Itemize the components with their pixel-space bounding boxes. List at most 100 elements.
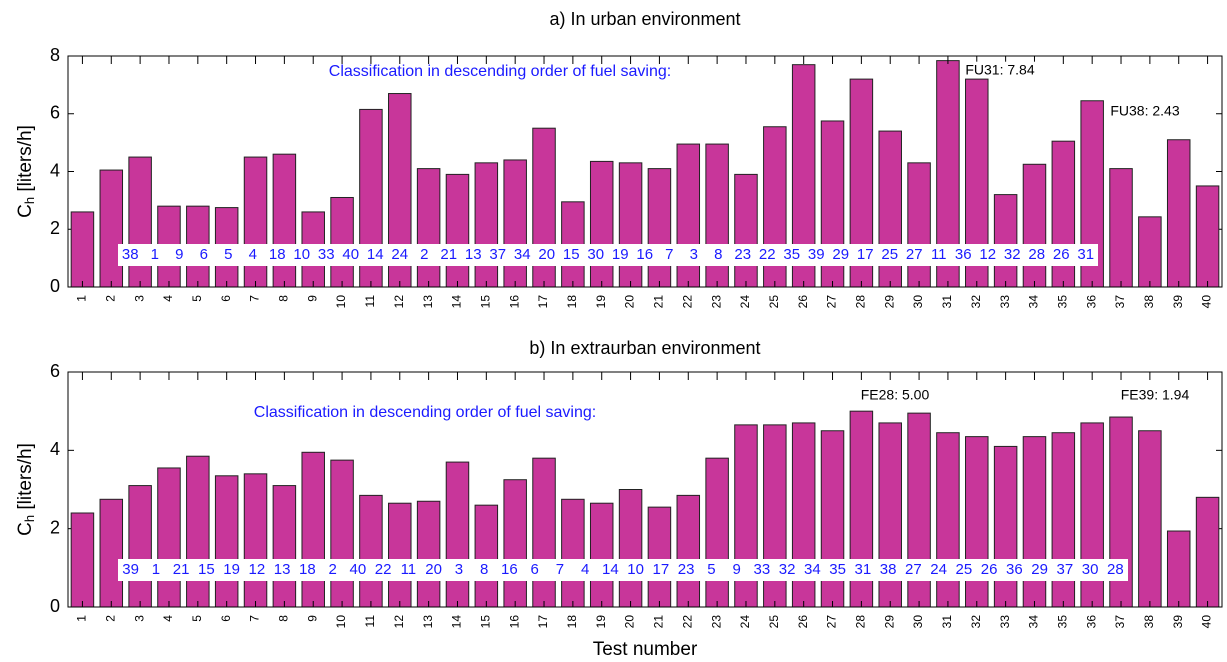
x-tick-label: 31 bbox=[940, 295, 954, 309]
ranking-item: 2 bbox=[328, 561, 336, 578]
x-tick-label: 25 bbox=[767, 615, 781, 629]
x-tick-label: 35 bbox=[1055, 295, 1069, 309]
ranking-item: 31 bbox=[855, 561, 872, 578]
bar bbox=[445, 461, 470, 608]
x-tick-label: 30 bbox=[911, 295, 925, 309]
ranking-item: 4 bbox=[249, 246, 257, 263]
ranking-item: 10 bbox=[627, 561, 644, 578]
ranking-box bbox=[118, 244, 1098, 266]
y-tick-label: 2 bbox=[50, 218, 60, 238]
x-tick-label: 1 bbox=[75, 295, 89, 302]
y-tick-label: 8 bbox=[50, 45, 60, 65]
x-tick-label: 23 bbox=[709, 295, 723, 309]
ranking-item: 8 bbox=[480, 561, 488, 578]
ranking-item: 14 bbox=[367, 246, 384, 263]
ranking-item: 33 bbox=[318, 246, 335, 263]
ranking-item: 2 bbox=[420, 246, 428, 263]
ranking-item: 27 bbox=[905, 561, 922, 578]
ranking-item: 23 bbox=[734, 246, 751, 263]
bar bbox=[993, 194, 1018, 288]
x-tick-label: 24 bbox=[738, 615, 752, 629]
annotation: FU31: 7.84 bbox=[965, 62, 1034, 78]
x-tick-label: 27 bbox=[825, 295, 839, 309]
x-tick-label: 18 bbox=[565, 295, 579, 309]
ranking-item: 6 bbox=[200, 246, 208, 263]
bar bbox=[647, 506, 672, 608]
y-label-main: C bbox=[15, 522, 36, 536]
bar bbox=[1166, 139, 1191, 288]
bar bbox=[359, 494, 383, 608]
x-tick-label: 16 bbox=[507, 295, 521, 309]
ranking-item: 20 bbox=[538, 246, 555, 263]
x-tick-label: 22 bbox=[680, 615, 694, 629]
bar bbox=[416, 500, 441, 608]
ranking-item: 14 bbox=[602, 561, 619, 578]
ranking-item: 9 bbox=[732, 561, 740, 578]
x-tick-label: 32 bbox=[969, 295, 983, 309]
bar bbox=[1195, 185, 1220, 288]
y-label-rest: [liters/h] bbox=[15, 443, 36, 515]
x-tick-label: 1 bbox=[75, 615, 89, 622]
bar bbox=[1138, 216, 1162, 288]
panel-title: a) In urban environment bbox=[549, 9, 740, 29]
x-tick-label: 28 bbox=[854, 615, 868, 629]
axes-frame bbox=[67, 371, 1223, 608]
ranking-item: 1 bbox=[152, 561, 160, 578]
ranking-item: 3 bbox=[455, 561, 463, 578]
panel-title: b) In extraurban environment bbox=[529, 338, 760, 358]
ranking-item: 28 bbox=[1028, 246, 1045, 263]
y-tick-label: 0 bbox=[50, 596, 60, 616]
classification-title: Classification in descending order of fu… bbox=[254, 404, 596, 421]
ranking-item: 13 bbox=[274, 561, 291, 578]
x-tick-label: 26 bbox=[796, 295, 810, 309]
annotation-bg bbox=[1108, 102, 1182, 119]
x-tick-label: 6 bbox=[219, 295, 233, 302]
x-tick-label: 20 bbox=[623, 615, 637, 629]
x-tick-label: 19 bbox=[594, 615, 608, 629]
ranking-item: 1 bbox=[151, 246, 159, 263]
ranking-item: 23 bbox=[678, 561, 695, 578]
x-tick-label: 29 bbox=[882, 295, 896, 309]
ranking-item: 16 bbox=[501, 561, 518, 578]
bar bbox=[272, 485, 297, 608]
bar bbox=[128, 156, 152, 288]
x-tick-label: 33 bbox=[998, 615, 1012, 629]
x-tick-label: 7 bbox=[248, 295, 262, 302]
ranking-item: 30 bbox=[587, 246, 604, 263]
x-tick-label: 4 bbox=[161, 295, 175, 302]
ranking-item: 26 bbox=[981, 561, 998, 578]
ranking-item: 32 bbox=[1004, 246, 1021, 263]
bar bbox=[734, 173, 758, 288]
bar bbox=[70, 211, 95, 288]
x-tick-label: 40 bbox=[1200, 615, 1214, 629]
bar bbox=[186, 455, 210, 608]
ranking-item: 19 bbox=[223, 561, 240, 578]
ranking-item: 18 bbox=[299, 561, 316, 578]
ranking-item: 7 bbox=[665, 246, 673, 263]
ranking-item: 30 bbox=[1082, 561, 1099, 578]
bar bbox=[647, 168, 672, 288]
x-tick-label: 6 bbox=[219, 615, 233, 622]
ranking-item: 26 bbox=[1053, 246, 1070, 263]
bar bbox=[993, 445, 1018, 608]
x-tick-label: 12 bbox=[392, 295, 406, 309]
ranking-item: 36 bbox=[955, 246, 972, 263]
ranking-item: 11 bbox=[931, 246, 947, 263]
ranking-item: 33 bbox=[754, 561, 771, 578]
x-tick-label: 27 bbox=[825, 615, 839, 629]
x-tick-label: 32 bbox=[969, 615, 983, 629]
y-tick-label: 6 bbox=[50, 103, 60, 123]
bar bbox=[445, 173, 470, 288]
ranking-item: 9 bbox=[175, 246, 183, 263]
ranking-item: 10 bbox=[293, 246, 310, 263]
x-tick-label: 30 bbox=[911, 615, 925, 629]
ranking-item: 19 bbox=[612, 246, 629, 263]
bar bbox=[99, 169, 124, 288]
x-tick-label: 37 bbox=[1113, 615, 1127, 629]
y-label-rest: [liters/h] bbox=[15, 125, 36, 197]
x-tick-label: 11 bbox=[363, 615, 377, 628]
x-tick-label: 40 bbox=[1200, 295, 1214, 309]
annotation-bg bbox=[1118, 386, 1192, 403]
ranking-item: 40 bbox=[342, 246, 359, 263]
